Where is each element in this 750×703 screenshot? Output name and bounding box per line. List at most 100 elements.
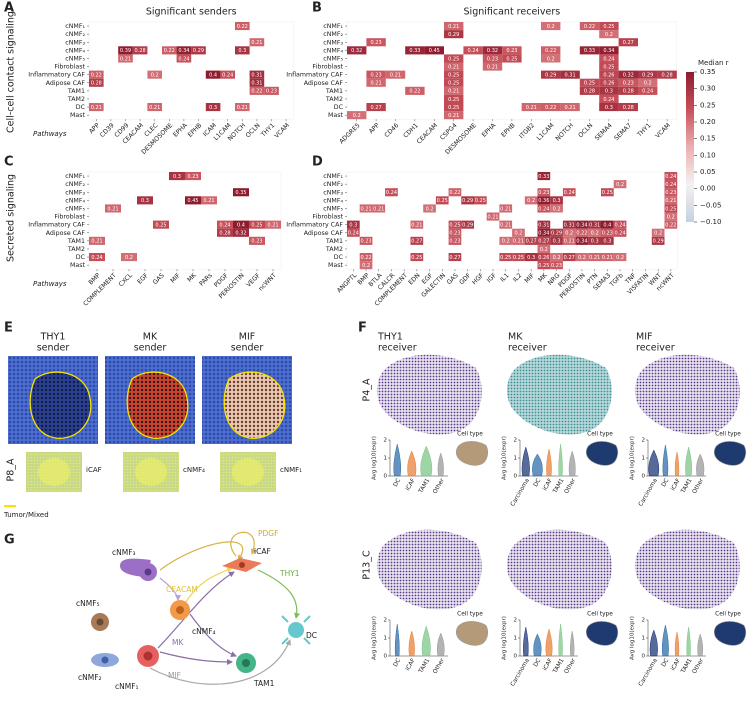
violin bbox=[545, 628, 553, 657]
cell-value-label: 0.21 bbox=[251, 40, 262, 46]
heatmap-cell bbox=[657, 70, 677, 79]
nucleus bbox=[239, 562, 245, 568]
row-label: Inflammatory CAF bbox=[28, 72, 85, 79]
cell-value-label: 0.21 bbox=[513, 239, 524, 245]
cell-value-label: 0.28 bbox=[623, 89, 634, 95]
cell-value-label: 0.34 bbox=[576, 239, 587, 245]
cell-value-label: 0.29 bbox=[545, 72, 556, 78]
heatmap-cell bbox=[448, 220, 462, 229]
cell-value-label: 0.4 bbox=[237, 222, 245, 228]
row-label: Fibroblast bbox=[312, 64, 343, 71]
cell-value-label: 0.22 bbox=[665, 222, 676, 228]
heatmap-cell bbox=[153, 220, 169, 229]
col-label: GAS bbox=[152, 272, 166, 286]
tumor-region bbox=[224, 372, 285, 439]
col-label: EPHB bbox=[187, 122, 204, 139]
violin bbox=[649, 629, 658, 657]
cell-value-label: 0.26 bbox=[538, 255, 549, 261]
heatmap-cell bbox=[410, 220, 424, 229]
cell-value-label: 0.25 bbox=[437, 198, 448, 204]
cell-value-label: 0.28 bbox=[623, 105, 634, 111]
heatmap-cell bbox=[618, 38, 638, 47]
heatmap-cell bbox=[550, 236, 563, 245]
edge-label: MIF bbox=[168, 671, 181, 680]
col-label: OCLN bbox=[577, 122, 594, 139]
y-axis-label: Avg log10(expr) bbox=[372, 616, 378, 660]
cell-value-label: 0.24 bbox=[642, 89, 653, 95]
heatmap-cell bbox=[599, 30, 619, 39]
cell-cnmf3 bbox=[120, 558, 151, 577]
cell-value-label: 0.24 bbox=[538, 206, 549, 212]
y-tick-label: 0 bbox=[514, 654, 518, 660]
heatmap-cell bbox=[486, 212, 500, 221]
cell-value-label: 0.24 bbox=[614, 222, 625, 228]
cell-value-label: 0.34 bbox=[576, 222, 587, 228]
legend-title: Cell type bbox=[587, 432, 613, 438]
heatmap-cell bbox=[638, 78, 658, 87]
row-label: TAM2 bbox=[67, 96, 85, 103]
y-tick-label: 1 bbox=[384, 636, 388, 642]
heatmap-cell bbox=[537, 236, 551, 245]
cell-value-label: 0.33 bbox=[409, 48, 420, 54]
row-label: TAM2 bbox=[67, 246, 85, 253]
heatmap-cell bbox=[162, 46, 177, 55]
cell-value-label: 0.33 bbox=[538, 174, 549, 180]
col-label: APP bbox=[368, 122, 381, 135]
heatmap-cell bbox=[132, 46, 148, 55]
panel-letter: G bbox=[4, 533, 15, 548]
heatmap-cell bbox=[444, 78, 464, 87]
cell-value-label: 0.21 bbox=[390, 72, 401, 78]
cell-value-label: 0.31 bbox=[564, 222, 575, 228]
violin bbox=[393, 443, 402, 477]
colorbar-tick-label: 0.20 bbox=[700, 118, 716, 126]
cell-value-label: 0.25 bbox=[513, 255, 524, 261]
heatmap-cell bbox=[448, 236, 462, 245]
node-label: cNMF₃ bbox=[112, 548, 136, 557]
cell-type-map bbox=[456, 621, 488, 646]
cell-value-label: 0.31 bbox=[251, 81, 262, 87]
heatmap-cell bbox=[474, 196, 487, 205]
cell-value-label: 0.24 bbox=[219, 222, 230, 228]
heatmap-cell bbox=[359, 204, 373, 213]
cell-value-label: 0.31 bbox=[589, 222, 600, 228]
cell-value-label: 0.23 bbox=[371, 72, 382, 78]
cell-value-label: 0.24 bbox=[178, 56, 189, 62]
violin bbox=[420, 445, 433, 477]
heatmap-cell bbox=[444, 86, 464, 95]
violin bbox=[394, 623, 400, 657]
cell-value-label: 0.28 bbox=[219, 231, 230, 237]
cell-value-label: 0.25 bbox=[448, 81, 459, 87]
heatmap-cell bbox=[89, 103, 104, 112]
cell-value-label: 0.21 bbox=[149, 105, 160, 111]
category-label: iCAF bbox=[670, 658, 682, 672]
col-label: PARs bbox=[198, 272, 214, 288]
row-label: cNMF₃ bbox=[323, 39, 343, 46]
plot-subtitle: sender bbox=[37, 343, 70, 354]
row-label: cNMF₃ bbox=[323, 189, 343, 196]
cell-value-label: 0.21 bbox=[411, 222, 422, 228]
row-label: cNMF₁ bbox=[65, 173, 85, 180]
cell-value-label: 0.2 bbox=[547, 56, 555, 62]
col-label: GDF bbox=[458, 272, 473, 287]
cell-value-label: 0.2 bbox=[591, 231, 599, 237]
heatmap-cell bbox=[601, 220, 614, 229]
heatmap-cell bbox=[217, 220, 233, 229]
cell-value-label: 0.23 bbox=[266, 89, 277, 95]
spatial-map bbox=[506, 529, 612, 610]
cell-value-label: 0.23 bbox=[538, 190, 549, 196]
x-axis-label: Pathways bbox=[33, 280, 67, 288]
cell-type-map bbox=[586, 441, 618, 466]
heatmap-cell bbox=[502, 54, 522, 63]
cell-value-label: 0.28 bbox=[91, 81, 102, 87]
tumor-region bbox=[30, 372, 91, 439]
colorbar-tick-label: 0.30 bbox=[700, 85, 716, 93]
legend-title: Cell type bbox=[587, 612, 613, 618]
heatmap-cell bbox=[638, 70, 658, 79]
heatmap-cell bbox=[599, 86, 619, 95]
heatmap-cell bbox=[444, 111, 464, 120]
node-label: TAM1 bbox=[253, 679, 275, 688]
col-label: ANGPTL bbox=[336, 272, 359, 295]
heatmap-cell bbox=[541, 70, 561, 79]
heatmap-cell bbox=[579, 22, 600, 31]
nucleus bbox=[96, 618, 104, 626]
